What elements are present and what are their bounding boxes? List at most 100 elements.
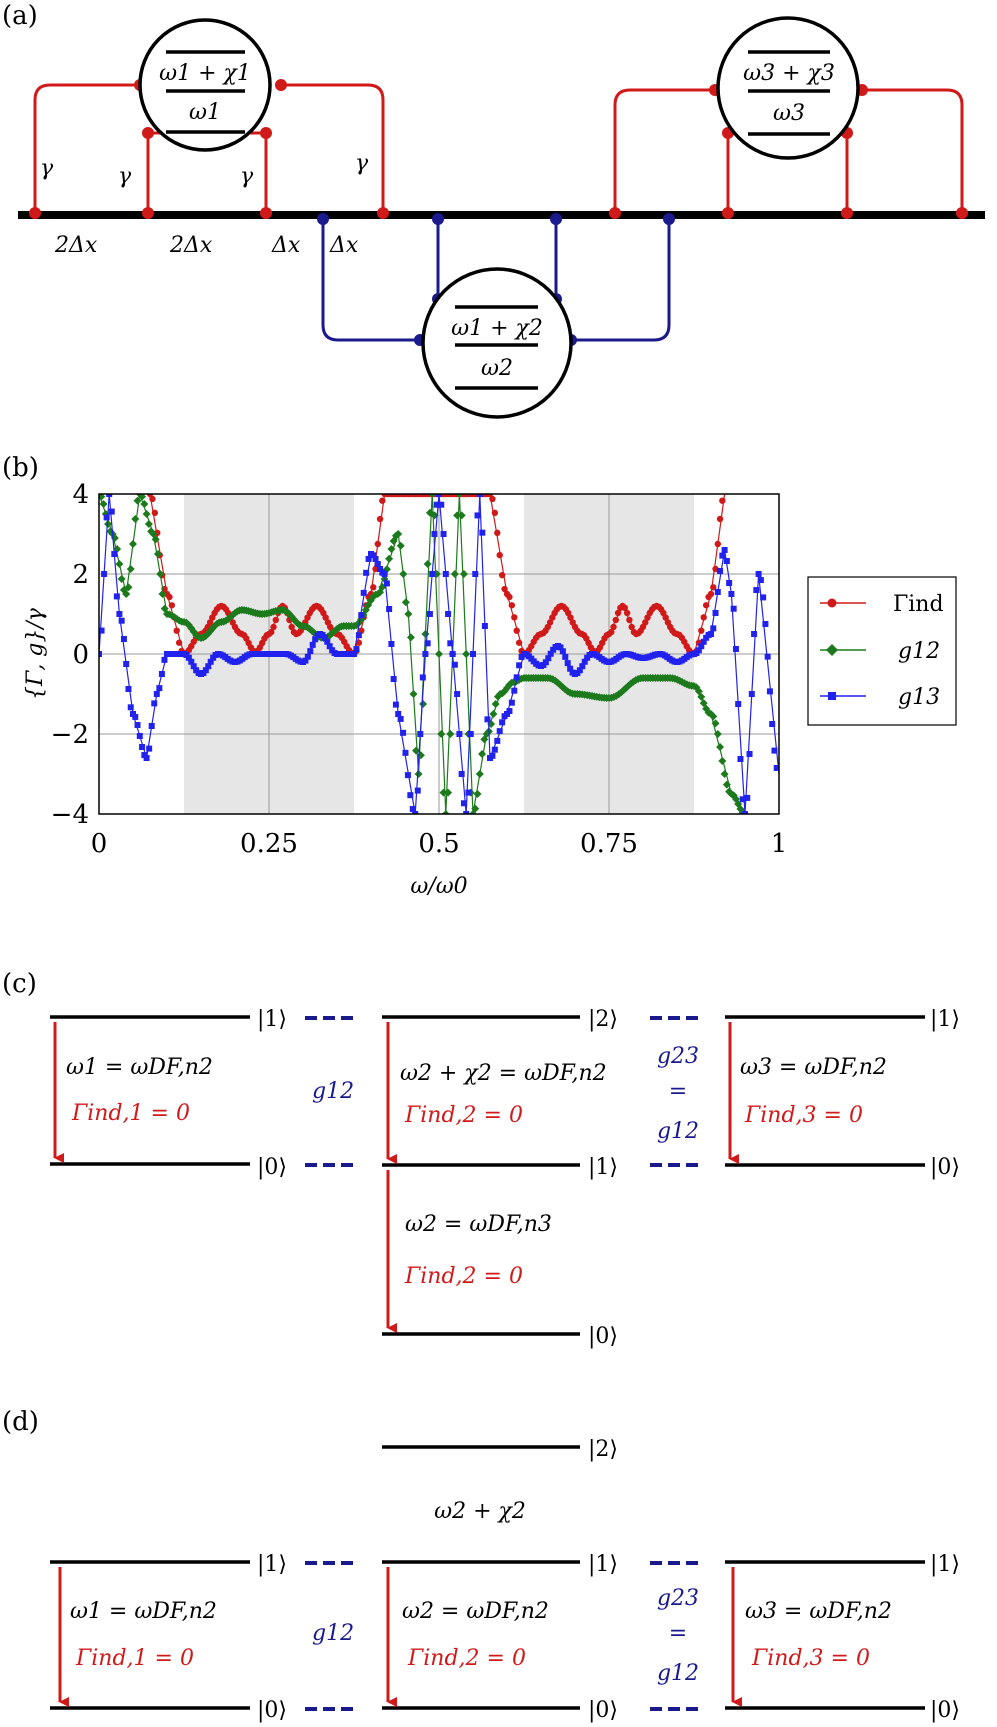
ket-d3-1: |1⟩ <box>930 1552 960 1577</box>
data-point <box>404 610 413 618</box>
data-point <box>714 540 721 548</box>
data-point <box>127 704 134 711</box>
data-point <box>136 733 143 739</box>
data-point <box>711 719 720 728</box>
data-point <box>116 611 123 617</box>
data-point <box>103 514 110 521</box>
legend-label-g13: g13 <box>898 685 940 710</box>
y-tick-label: 0 <box>72 640 89 670</box>
data-point <box>435 650 443 658</box>
data-point <box>115 560 124 568</box>
data-point <box>437 730 446 738</box>
data-point <box>355 639 363 646</box>
data-point <box>395 711 402 717</box>
data-point <box>307 648 314 655</box>
data-point <box>713 730 722 738</box>
data-point <box>173 627 180 634</box>
ket-c1-1: |1⟩ <box>257 1007 287 1032</box>
panel-d-label: (d) <box>2 1407 39 1437</box>
data-point <box>268 628 275 636</box>
data-point <box>707 590 715 598</box>
data-point <box>402 749 409 756</box>
data-point <box>484 716 491 723</box>
legend-label-gamma-ind: Γind <box>893 592 944 617</box>
data-point <box>498 571 506 579</box>
freq-c1: ω1 = ωDF,n2 <box>66 1055 213 1080</box>
legend-marker-g12 <box>826 644 838 656</box>
gamma-d2: Γind,2 = 0 <box>407 1646 526 1671</box>
ket-c3-0: |0⟩ <box>930 1155 960 1180</box>
data-point <box>717 568 724 574</box>
data-point <box>153 691 160 697</box>
freq-c2: ω2 + χ2 = ωDF,n2 <box>400 1061 607 1086</box>
atom1-ground-label: ω1 <box>189 100 221 125</box>
data-point <box>760 594 767 601</box>
data-point <box>321 634 328 641</box>
gamma-c2: Γind,2 = 0 <box>404 1103 523 1128</box>
x-tick-label: 1 <box>771 829 788 859</box>
data-point <box>125 686 132 692</box>
data-point <box>370 584 377 591</box>
data-point <box>695 647 702 654</box>
data-point <box>428 494 437 498</box>
data-point <box>445 611 452 617</box>
data-point <box>383 580 390 587</box>
data-point <box>728 591 735 597</box>
data-point <box>447 640 454 647</box>
data-point <box>455 494 464 498</box>
data-point <box>467 731 474 737</box>
data-point <box>404 772 411 779</box>
data-point <box>753 587 760 594</box>
data-point <box>623 609 631 617</box>
ket-d2-1: |1⟩ <box>588 1552 618 1577</box>
atom-3: ω3 + χ3 ω3 <box>716 16 860 160</box>
data-point <box>353 646 360 653</box>
spacing-label: 2Δx <box>169 233 213 258</box>
spacing-label: 2Δx <box>54 233 98 258</box>
ket-c3-1: |1⟩ <box>930 1007 960 1032</box>
legend-marker-gamma-ind <box>827 598 837 608</box>
data-point <box>153 550 162 558</box>
data-point <box>612 616 619 624</box>
data-point <box>401 598 410 607</box>
data-point <box>326 643 333 650</box>
panel-b: (b) 0 0.25 0.5 0.75 1 420−2−4 ω/ω0 {Γ, g}/γ … <box>2 453 957 899</box>
data-point <box>396 541 405 550</box>
g23-label-d: g23 <box>657 1586 699 1611</box>
data-point <box>730 605 737 612</box>
data-point <box>397 715 404 722</box>
data-point <box>718 756 727 765</box>
atom-1: ω1 + χ1 ω1 <box>138 18 272 152</box>
freq-c3: ω3 = ωDF,n2 <box>740 1055 887 1080</box>
spacing-label: Δx <box>271 233 301 258</box>
data-point <box>732 646 739 652</box>
data-point <box>471 804 480 813</box>
data-point <box>423 560 432 568</box>
y-axis-label: {Γ, g}/γ <box>23 607 48 700</box>
data-point <box>140 500 149 508</box>
data-point <box>545 655 552 662</box>
data-point <box>414 770 423 778</box>
data-point <box>748 691 755 697</box>
g23-label-c: g23 <box>657 1044 699 1069</box>
panel-a: (a) ω1 + χ1 ω1 <box>2 1 985 419</box>
data-point <box>491 700 500 708</box>
data-point <box>481 623 488 629</box>
data-point <box>476 494 483 497</box>
data-point <box>111 551 118 557</box>
data-point <box>144 520 153 528</box>
data-point <box>737 756 744 762</box>
data-point <box>118 617 125 624</box>
data-point <box>132 713 139 720</box>
data-point <box>412 746 421 755</box>
gamma-label: γ <box>240 164 254 189</box>
data-point <box>143 755 150 761</box>
data-point <box>419 674 426 681</box>
data-point <box>628 623 635 631</box>
data-point <box>449 651 456 657</box>
data-point <box>716 743 725 752</box>
panel-b-label: (b) <box>2 453 39 483</box>
data-point <box>564 660 571 667</box>
x-tick-labels: 0 0.25 0.5 0.75 1 <box>91 829 788 859</box>
data-point <box>453 511 462 520</box>
